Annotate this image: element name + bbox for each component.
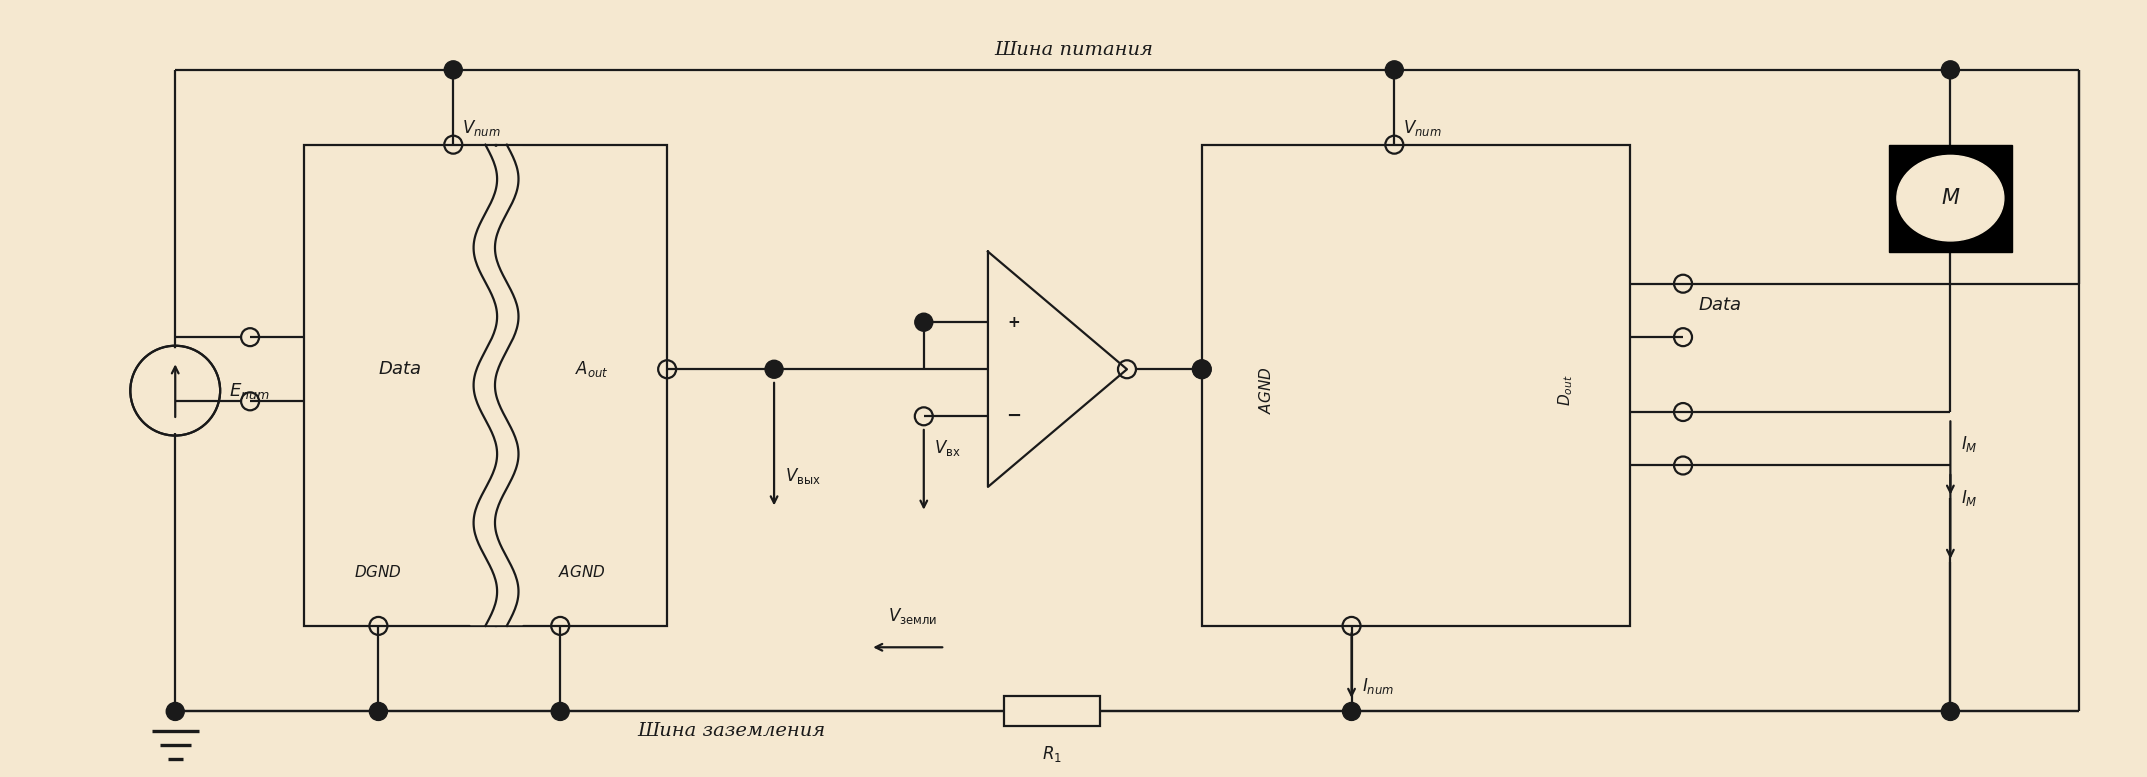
Circle shape xyxy=(165,702,185,720)
Circle shape xyxy=(133,349,217,432)
Text: $Data$: $Data$ xyxy=(378,361,421,378)
Circle shape xyxy=(1385,61,1404,78)
Text: $AGND$: $AGND$ xyxy=(1258,367,1273,414)
Text: $D_{out}$: $D_{out}$ xyxy=(1557,375,1574,406)
Circle shape xyxy=(1941,702,1960,720)
Circle shape xyxy=(1342,702,1361,720)
Text: $Data$: $Data$ xyxy=(1698,296,1741,314)
Circle shape xyxy=(915,313,932,331)
Text: −: − xyxy=(1007,407,1022,425)
Text: $V_{\rm вых}$: $V_{\rm вых}$ xyxy=(786,466,820,486)
Text: $I_M$: $I_M$ xyxy=(1960,434,1977,454)
Text: $V_{\rm земли}$: $V_{\rm земли}$ xyxy=(889,606,938,626)
Text: $V_{num}$: $V_{num}$ xyxy=(462,118,500,138)
Circle shape xyxy=(764,361,784,378)
Text: $E_{num}$: $E_{num}$ xyxy=(230,381,271,401)
Bar xyxy=(1202,145,1630,626)
Ellipse shape xyxy=(1898,155,2003,241)
Text: $A_{out}$: $A_{out}$ xyxy=(575,359,610,379)
Circle shape xyxy=(369,702,386,720)
Circle shape xyxy=(1941,61,1960,78)
Bar xyxy=(496,145,668,626)
Bar xyxy=(1889,145,2012,252)
Text: $I_{num}$: $I_{num}$ xyxy=(1361,676,1393,695)
Text: $V_{num}$: $V_{num}$ xyxy=(1402,118,1441,138)
Text: $V_{\rm вх}$: $V_{\rm вх}$ xyxy=(934,438,962,458)
Bar xyxy=(1005,696,1099,726)
Circle shape xyxy=(444,61,462,78)
Text: $M$: $M$ xyxy=(1941,188,1960,208)
Text: $DGND$: $DGND$ xyxy=(354,564,401,580)
Circle shape xyxy=(1194,361,1211,378)
Bar xyxy=(303,145,496,626)
Text: Шина питания: Шина питания xyxy=(994,41,1153,59)
Text: Шина заземления: Шина заземления xyxy=(638,722,824,740)
Text: $I_M$: $I_M$ xyxy=(1960,488,1977,507)
Bar xyxy=(470,147,522,624)
Text: $AGND$: $AGND$ xyxy=(558,564,605,580)
Text: $R_1$: $R_1$ xyxy=(1041,744,1063,764)
Circle shape xyxy=(552,702,569,720)
Text: +: + xyxy=(1007,315,1020,329)
